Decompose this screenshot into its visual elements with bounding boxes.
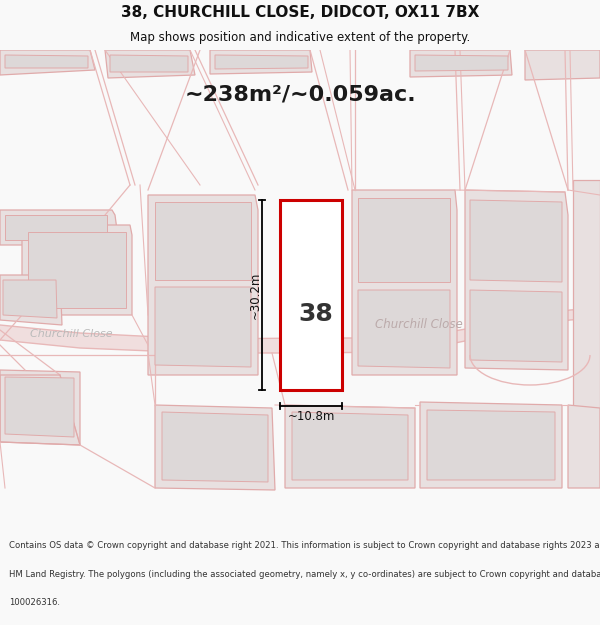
Polygon shape	[358, 290, 450, 368]
Polygon shape	[210, 50, 312, 74]
Polygon shape	[148, 195, 258, 375]
Polygon shape	[470, 200, 562, 282]
Polygon shape	[470, 290, 562, 362]
Polygon shape	[352, 190, 457, 375]
Polygon shape	[0, 50, 95, 75]
Polygon shape	[280, 200, 342, 390]
Polygon shape	[358, 198, 450, 282]
Text: HM Land Registry. The polygons (including the associated geometry, namely x, y c: HM Land Registry. The polygons (includin…	[9, 570, 600, 579]
Polygon shape	[0, 308, 600, 353]
Polygon shape	[155, 202, 251, 280]
Polygon shape	[28, 232, 126, 308]
Polygon shape	[155, 405, 275, 490]
Polygon shape	[465, 190, 568, 370]
Polygon shape	[155, 287, 251, 367]
Polygon shape	[0, 370, 80, 445]
Polygon shape	[415, 55, 508, 71]
Polygon shape	[410, 50, 512, 77]
Polygon shape	[5, 215, 107, 240]
Text: 100026316.: 100026316.	[9, 598, 60, 608]
Polygon shape	[105, 50, 195, 78]
Polygon shape	[573, 180, 600, 410]
Polygon shape	[285, 405, 415, 488]
Polygon shape	[568, 405, 600, 488]
Text: 38, CHURCHILL CLOSE, DIDCOT, OX11 7BX: 38, CHURCHILL CLOSE, DIDCOT, OX11 7BX	[121, 5, 479, 20]
Polygon shape	[110, 55, 188, 72]
Polygon shape	[0, 210, 117, 245]
Text: ~10.8m: ~10.8m	[287, 409, 335, 422]
Polygon shape	[3, 280, 57, 318]
Text: Churchill Close: Churchill Close	[375, 318, 463, 331]
Polygon shape	[292, 412, 408, 480]
Polygon shape	[5, 377, 74, 437]
Polygon shape	[215, 55, 308, 69]
Polygon shape	[525, 50, 600, 80]
Text: Churchill Close: Churchill Close	[30, 329, 113, 339]
Wedge shape	[500, 292, 560, 322]
Text: ~30.2m: ~30.2m	[248, 271, 262, 319]
Polygon shape	[162, 412, 268, 482]
Text: 38: 38	[299, 302, 334, 326]
Polygon shape	[22, 225, 132, 315]
Polygon shape	[0, 275, 62, 325]
Text: Map shows position and indicative extent of the property.: Map shows position and indicative extent…	[130, 31, 470, 44]
Polygon shape	[427, 410, 555, 480]
Polygon shape	[420, 402, 562, 488]
Polygon shape	[5, 55, 88, 68]
Text: Contains OS data © Crown copyright and database right 2021. This information is : Contains OS data © Crown copyright and d…	[9, 541, 600, 551]
Text: ~238m²/~0.059ac.: ~238m²/~0.059ac.	[184, 85, 416, 105]
